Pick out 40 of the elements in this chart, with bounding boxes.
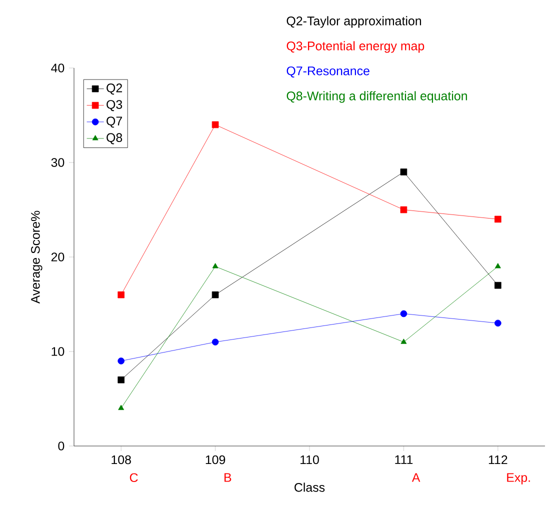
point	[494, 216, 502, 223]
x-tick-label: 110	[300, 455, 319, 464]
legend-label: Q2	[106, 84, 122, 95]
point	[212, 263, 218, 268]
point	[494, 263, 501, 268]
legend-label: Q8	[106, 133, 122, 144]
x-tick-label: 111	[395, 455, 413, 464]
point	[494, 282, 502, 289]
point	[118, 376, 124, 384]
point	[400, 310, 408, 318]
y-tick-label: 30	[51, 158, 64, 167]
annotation: Q8-Writing a differential equation	[286, 91, 467, 103]
point	[118, 358, 124, 364]
text: Q2-Taylor approximation	[286, 16, 422, 28]
point	[118, 291, 124, 298]
y-tick-label: 10	[52, 347, 64, 356]
text: B	[224, 473, 232, 482]
x-tick-label: 112	[488, 455, 508, 464]
x-axis-title: Class	[294, 482, 325, 492]
text: A	[412, 473, 420, 482]
legend-label: Q3	[106, 100, 122, 112]
point	[400, 338, 407, 344]
legend-label: Q7	[106, 116, 122, 128]
y-tick-label: 0	[58, 442, 64, 450]
x-tick-label: 109	[206, 455, 226, 464]
y-tick-label: 40	[51, 64, 64, 72]
point	[400, 206, 408, 214]
y-axis-title: Average Score%	[31, 210, 42, 304]
point	[212, 338, 219, 346]
x-tick-label: 108	[112, 455, 131, 464]
point	[212, 121, 219, 128]
point	[494, 320, 502, 327]
annotation: Q7-Resonance	[286, 66, 370, 78]
y-tick-label: 20	[51, 252, 64, 262]
point	[118, 404, 124, 410]
text: C	[130, 473, 138, 482]
text: Exp.	[507, 473, 530, 484]
point	[212, 291, 219, 298]
point	[400, 168, 408, 176]
text: Q3-Potential energy map	[286, 41, 424, 53]
